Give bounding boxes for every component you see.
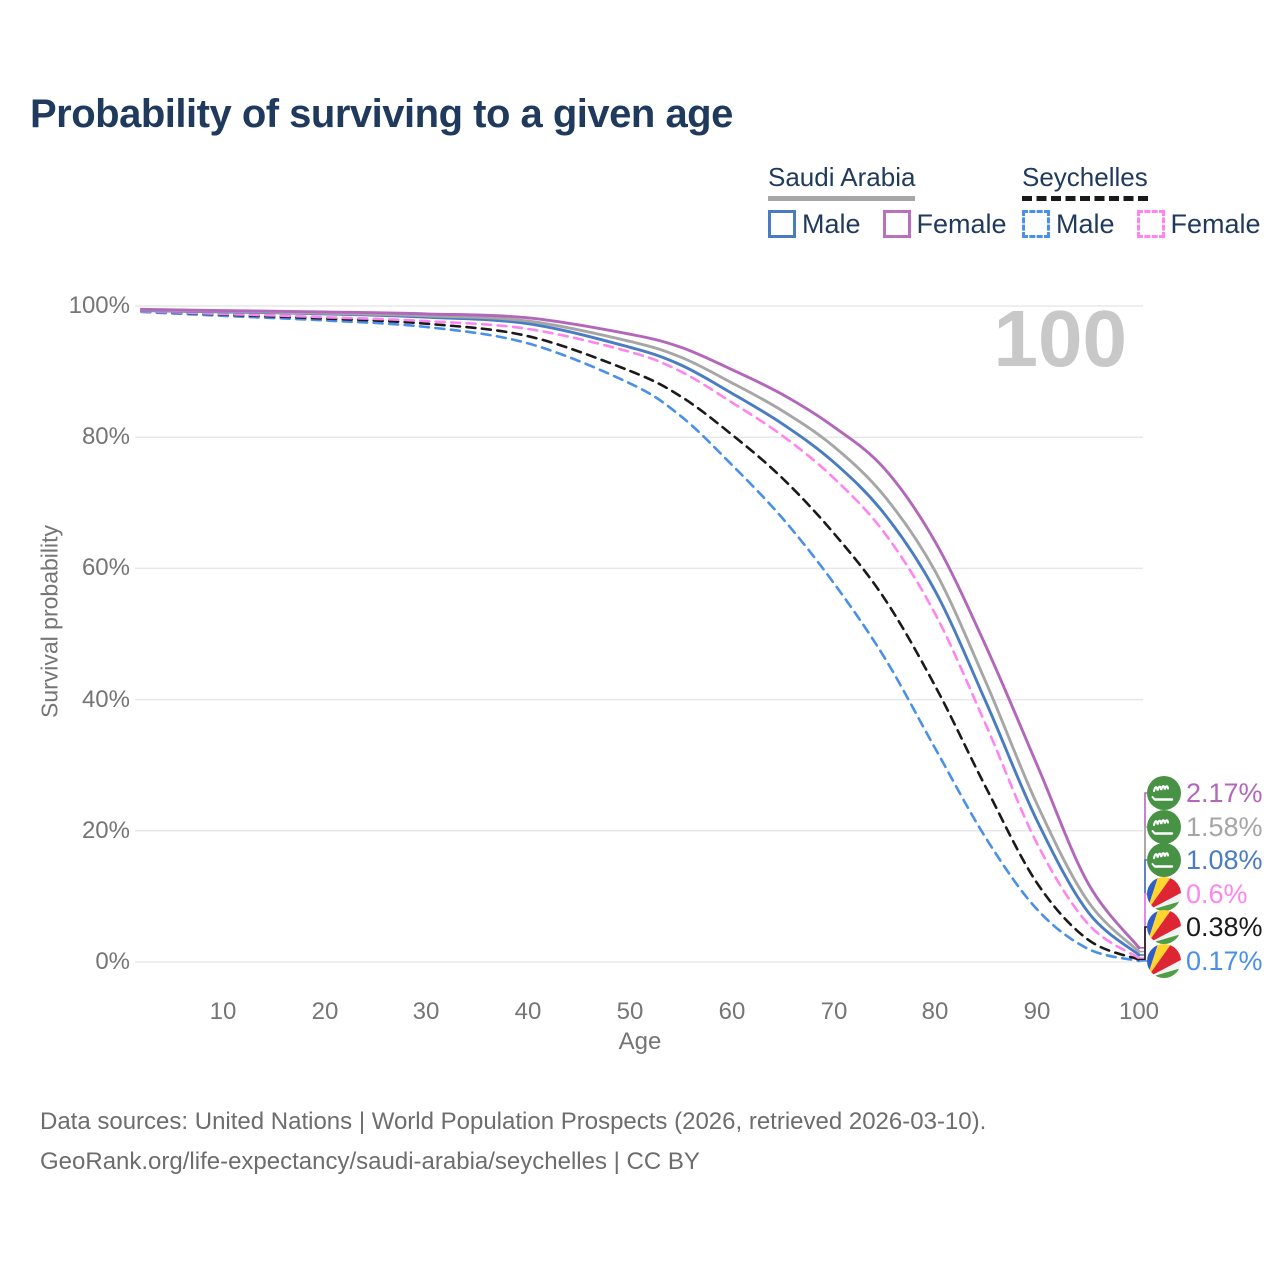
y-tick-label: 60% xyxy=(81,554,130,581)
saudi-arabia-flag-icon xyxy=(1147,776,1181,810)
seychelles-flag-icon xyxy=(1147,910,1181,944)
leader-lines xyxy=(1139,792,1147,962)
series-line-seychelles-female[interactable] xyxy=(140,309,1141,960)
end-value-label-saudi-arabia-male: 1.08% xyxy=(1186,845,1263,875)
end-value-label-seychelles-both-sexes: 0.38% xyxy=(1186,912,1263,942)
series-lines xyxy=(139,307,1141,963)
saudi-arabia-flag-icon xyxy=(1147,843,1181,877)
x-axis-title: Age xyxy=(618,1028,662,1055)
legend-label: Female xyxy=(1170,208,1261,239)
legend-items-seychelles: Male Female xyxy=(1022,210,1261,238)
page-title: Probability of surviving to a given age xyxy=(30,92,733,136)
series-line-saudi-arabia-both-sexes[interactable] xyxy=(139,308,1141,954)
x-tick-label: 100 xyxy=(1118,998,1160,1025)
flag-icons xyxy=(1147,776,1181,978)
x-tick-label: 30 xyxy=(412,998,440,1025)
series-line-seychelles-male[interactable] xyxy=(140,310,1141,963)
series-line-seychelles-both-sexes[interactable] xyxy=(140,309,1141,961)
legend-item-seychelles-female[interactable]: Female xyxy=(1136,208,1261,239)
legend-header-saudi-arabia: Saudi Arabia xyxy=(768,162,916,201)
leader-line-seychelles-both-sexes xyxy=(1139,926,1147,961)
y-tick-label: 0% xyxy=(95,948,130,975)
y-tick-label: 20% xyxy=(81,817,130,844)
legend-label: Male xyxy=(1056,208,1115,239)
legend-swatch-saudi-arabia-female xyxy=(882,210,911,238)
footer-attribution: GeoRank.org/life-expectancy/saudi-arabia… xyxy=(40,1148,700,1175)
legend-label: Female xyxy=(916,208,1007,239)
y-tick-label: 40% xyxy=(81,686,130,713)
x-tick-label: 40 xyxy=(514,998,542,1025)
age-counter-watermark: 100 xyxy=(994,294,1127,383)
legend-swatch-seychelles-male xyxy=(1022,210,1050,238)
legend-header-seychelles: Seychelles xyxy=(1022,162,1148,201)
series-line-saudi-arabia-female[interactable] xyxy=(139,307,1141,950)
legend-item-saudi-arabia-female[interactable]: Female xyxy=(882,208,1007,239)
x-tick-label: 50 xyxy=(616,998,644,1025)
end-value-label-saudi-arabia-female: 2.17% xyxy=(1186,778,1263,808)
legend-item-saudi-arabia-male[interactable]: Male xyxy=(768,210,861,238)
y-tick-label: 80% xyxy=(81,423,130,450)
x-tick-label: 70 xyxy=(820,998,848,1025)
legend-swatch-saudi-arabia-male xyxy=(768,210,796,238)
legend-label: Male xyxy=(802,208,861,239)
series-line-saudi-arabia-male[interactable] xyxy=(139,309,1141,957)
saudi-arabia-flag-icon xyxy=(1147,810,1181,844)
legend-swatch-seychelles-female xyxy=(1136,210,1165,238)
x-tick-label: 90 xyxy=(1023,998,1051,1025)
y-tick-label: 100% xyxy=(68,292,130,319)
leader-line-seychelles-female xyxy=(1139,893,1147,959)
legend-group-seychelles: Seychelles Male Female xyxy=(1022,162,1261,238)
legend-items-saudi-arabia: Male Female xyxy=(768,210,1007,238)
legend-group-saudi-arabia: Saudi Arabia Male Female xyxy=(768,162,1007,238)
end-value-label-saudi-arabia-both-sexes: 1.58% xyxy=(1186,812,1263,842)
gridlines xyxy=(135,305,1143,963)
x-tick-label: 10 xyxy=(209,998,237,1025)
end-value-label-seychelles-male: 0.17% xyxy=(1186,946,1263,976)
legend-item-seychelles-male[interactable]: Male xyxy=(1022,210,1115,238)
seychelles-flag-icon xyxy=(1147,877,1181,911)
x-tick-label: 80 xyxy=(921,998,949,1025)
x-tick-label: 20 xyxy=(311,998,339,1025)
x-tick-label: 60 xyxy=(718,998,746,1025)
seychelles-flag-icon xyxy=(1147,944,1181,978)
end-value-label-seychelles-female: 0.6% xyxy=(1186,879,1248,909)
footer-data-sources: Data sources: United Nations | World Pop… xyxy=(40,1108,987,1135)
